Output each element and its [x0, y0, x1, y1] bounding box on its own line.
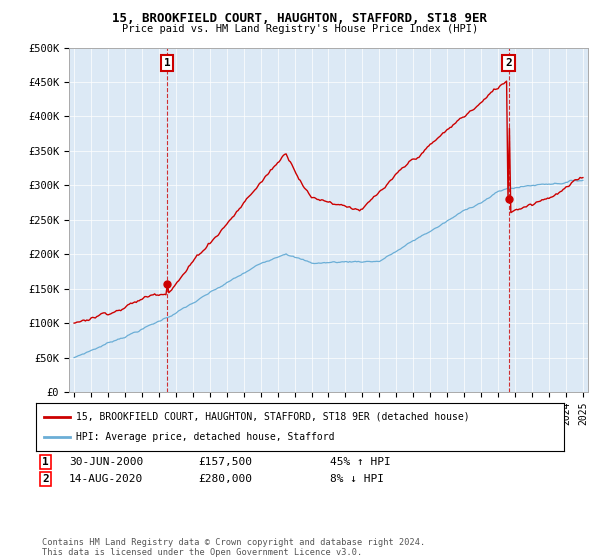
Text: £157,500: £157,500 — [198, 457, 252, 467]
Text: 14-AUG-2020: 14-AUG-2020 — [69, 474, 143, 484]
Text: 30-JUN-2000: 30-JUN-2000 — [69, 457, 143, 467]
Text: 15, BROOKFIELD COURT, HAUGHTON, STAFFORD, ST18 9ER: 15, BROOKFIELD COURT, HAUGHTON, STAFFORD… — [113, 12, 487, 25]
Text: £280,000: £280,000 — [198, 474, 252, 484]
Text: HPI: Average price, detached house, Stafford: HPI: Average price, detached house, Staf… — [76, 432, 334, 442]
Text: 1: 1 — [42, 457, 49, 467]
Text: 2: 2 — [42, 474, 49, 484]
Text: 15, BROOKFIELD COURT, HAUGHTON, STAFFORD, ST18 9ER (detached house): 15, BROOKFIELD COURT, HAUGHTON, STAFFORD… — [76, 412, 469, 422]
Text: 45% ↑ HPI: 45% ↑ HPI — [330, 457, 391, 467]
Text: 2: 2 — [505, 58, 512, 68]
Text: Contains HM Land Registry data © Crown copyright and database right 2024.
This d: Contains HM Land Registry data © Crown c… — [42, 538, 425, 557]
Text: 8% ↓ HPI: 8% ↓ HPI — [330, 474, 384, 484]
Text: Price paid vs. HM Land Registry's House Price Index (HPI): Price paid vs. HM Land Registry's House … — [122, 24, 478, 34]
Text: 1: 1 — [164, 58, 170, 68]
